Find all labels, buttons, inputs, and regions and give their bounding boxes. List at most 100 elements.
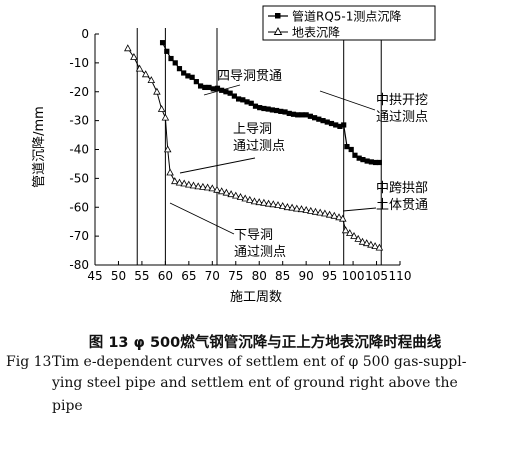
ground-settlement-point bbox=[341, 226, 350, 234]
y-axis-title: 管道沉降/mm bbox=[32, 106, 47, 188]
pipe-settlement-point bbox=[227, 90, 233, 96]
ground-settlement-point bbox=[157, 104, 166, 112]
y-tick-label: -20 bbox=[69, 85, 89, 99]
ground-settlement-point bbox=[227, 190, 235, 198]
reference-lines bbox=[136, 28, 382, 265]
ground-settlement-point bbox=[232, 191, 240, 199]
ground-settlement-point bbox=[269, 200, 278, 208]
ground-settlement-point bbox=[208, 184, 217, 192]
pipe-settlement-point bbox=[320, 118, 326, 124]
x-axis-ticks: 45 50 55 60 65 70 75 80 85 90 95 100 105 110 bbox=[87, 261, 411, 283]
x-tick-label: 90 bbox=[299, 269, 314, 283]
x-tick-label: 70 bbox=[205, 269, 220, 283]
ground-settlement-point bbox=[194, 182, 202, 190]
ground-settlement-point bbox=[217, 187, 226, 195]
pipe-settlement-point bbox=[172, 60, 178, 66]
y-tick-label: -80 bbox=[69, 258, 89, 272]
y-tick-label: -30 bbox=[69, 114, 89, 128]
pipe-settlement-point bbox=[316, 116, 322, 122]
annotation-text: 通过测点 bbox=[376, 110, 428, 125]
pipe-settlement-point bbox=[368, 159, 374, 165]
pipe-settlement-point bbox=[360, 157, 366, 163]
pipe-settlement-point bbox=[197, 83, 204, 89]
ground-settlement-point bbox=[354, 234, 362, 242]
ground-settlement-point bbox=[236, 192, 245, 200]
pipe-settlement-point bbox=[352, 152, 358, 158]
legend-label-pipe: 管道RQ5-1测点沉降 bbox=[292, 9, 401, 24]
pipe-settlement-point bbox=[290, 111, 297, 117]
ground-settlement-point bbox=[180, 179, 188, 187]
caption-text-line1: Tim e-dependent curves of settlem ent of… bbox=[52, 354, 467, 370]
legend-box bbox=[262, 5, 436, 41]
pipe-settlement-point bbox=[373, 159, 379, 166]
pipe-settlement-point bbox=[231, 93, 237, 99]
ground-settlement-point bbox=[330, 211, 339, 219]
pipe-settlement-point bbox=[257, 105, 263, 111]
ground-settlement-point bbox=[362, 239, 371, 247]
ground-settlement-point bbox=[371, 242, 379, 250]
x-tick-label: 105 bbox=[365, 269, 388, 283]
pipe-settlement-point bbox=[235, 96, 242, 102]
pipe-settlement-point bbox=[193, 79, 199, 85]
ground-settlement-point bbox=[346, 229, 354, 237]
figure-caption-english-line2: ying steel pipe and settlem ent of groun… bbox=[52, 375, 458, 391]
ground-settlement-point bbox=[293, 204, 301, 212]
ground-settlement-point bbox=[161, 113, 170, 121]
legend-label-ground: 地表沉降 bbox=[292, 26, 340, 40]
pipe-settlement-point bbox=[189, 74, 195, 80]
ground-settlement-point bbox=[307, 206, 315, 214]
pipe-settlement-point bbox=[278, 108, 284, 114]
figure-caption-chinese: 图 13 φ 500燃气钢管沉降与正上方地表沉降时程曲线 bbox=[88, 335, 442, 351]
ground-settlement-point bbox=[203, 183, 212, 191]
x-tick-label: 100 bbox=[342, 269, 365, 283]
ground-settlement-point bbox=[255, 198, 263, 206]
x-tick-label: 75 bbox=[228, 269, 243, 283]
pipe-settlement-point bbox=[295, 112, 301, 118]
annotation-leader bbox=[179, 157, 256, 174]
ground-settlement-point bbox=[302, 205, 310, 213]
x-tick-label: 110 bbox=[389, 269, 412, 283]
ground-settlement-point bbox=[316, 208, 324, 216]
ground-settlement-point bbox=[147, 76, 156, 83]
pipe-settlement-point bbox=[356, 155, 362, 161]
ground-settlement-point bbox=[288, 203, 296, 211]
pipe-settlement-point bbox=[376, 159, 382, 166]
y-tick-label: 0 bbox=[81, 27, 89, 41]
ground-settlement-point bbox=[163, 145, 172, 153]
pipe-settlement-point bbox=[164, 48, 170, 54]
annotation-leader bbox=[319, 90, 376, 111]
settlement-chart: 45 50 55 60 65 70 75 80 85 90 95 100 105 110 0 -10 -20 -… bbox=[32, 5, 436, 305]
x-tick-label: 55 bbox=[134, 269, 149, 283]
annotation-leader bbox=[203, 84, 241, 96]
ground-settlement-point bbox=[264, 199, 273, 207]
ground-settlement-point bbox=[124, 44, 132, 52]
pipe-settlement-point bbox=[273, 107, 280, 114]
pipe-settlement-point bbox=[348, 146, 354, 153]
x-tick-label: 60 bbox=[158, 269, 173, 283]
figure-caption-english-line1: Fig 13Tim e-dependent curves of settlem … bbox=[6, 354, 466, 370]
pipe-settlement-point bbox=[261, 105, 267, 112]
annotation-text: 上导洞 bbox=[233, 122, 272, 137]
ground-settlement-point bbox=[260, 198, 268, 206]
ground-settlement-point bbox=[171, 177, 179, 185]
x-tick-label: 85 bbox=[275, 269, 290, 283]
figure-label: Fig 13 bbox=[6, 354, 52, 370]
ground-settlement-point bbox=[283, 203, 292, 211]
annotation-text: 中拱开挖 bbox=[376, 93, 428, 108]
ground-settlement-point bbox=[278, 201, 287, 209]
ground-settlement-point bbox=[246, 195, 254, 203]
y-tick-label: -10 bbox=[69, 56, 89, 70]
x-tick-label: 80 bbox=[252, 269, 267, 283]
pipe-settlement-point bbox=[341, 122, 347, 128]
legend: 管道RQ5-1测点沉降 地表沉降 bbox=[262, 5, 436, 41]
pipe-settlement-point bbox=[312, 115, 318, 121]
y-tick-label: -50 bbox=[69, 171, 89, 185]
pipe-settlement-point bbox=[210, 86, 216, 92]
pipe-settlement-point bbox=[364, 158, 370, 164]
y-tick-label: -70 bbox=[69, 229, 89, 243]
x-tick-label: 50 bbox=[111, 269, 126, 283]
ground-settlement-point bbox=[175, 178, 184, 186]
figure-caption-english-line3: pipe bbox=[52, 398, 83, 414]
annotation-leader bbox=[342, 207, 377, 212]
ground-settlement-point bbox=[358, 237, 367, 245]
